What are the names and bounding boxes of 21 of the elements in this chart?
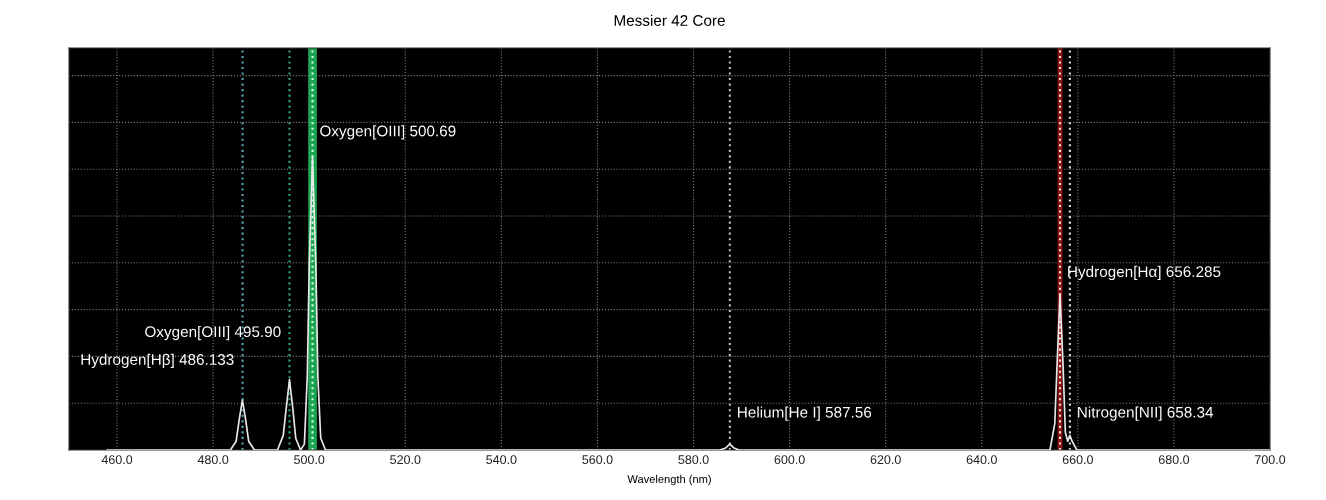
x-tick-label: 660.0 (1062, 455, 1093, 465)
x-tick-label: 680.0 (1158, 455, 1190, 465)
annotation: Helium[He I] 587.56 (738, 406, 872, 421)
x-tick-label: 560.0 (582, 455, 613, 465)
x-tick-label: 580.0 (678, 455, 709, 465)
x-tick-label: 540.0 (486, 455, 517, 465)
annotation: Oxygen[OIII] 500.69 (320, 125, 456, 140)
annotation: Oxygen[OIII] 495.90 (145, 325, 281, 341)
x-axis-title: Wavelength (nm) (627, 474, 711, 486)
x-tick-label: 700.0 (1255, 455, 1286, 465)
x-tick-label: 480.0 (197, 455, 229, 465)
annotation: Hydrogen[Hβ] 486.133 (81, 353, 234, 368)
annotation: Nitrogen[NII] 658.34 (1078, 406, 1214, 421)
chart-title: Messier 42 Core (614, 14, 725, 26)
x-tick-label: 500.0 (294, 455, 325, 465)
x-tick-label: 600.0 (774, 455, 805, 465)
x-tick-label: 460.0 (101, 455, 133, 465)
x-tick-label: 640.0 (966, 455, 997, 465)
x-tick-label: 520.0 (390, 455, 421, 465)
x-tick-label: 620.0 (870, 455, 901, 465)
annotation: Hydrogen[Hα] 656.285 (1068, 265, 1221, 281)
